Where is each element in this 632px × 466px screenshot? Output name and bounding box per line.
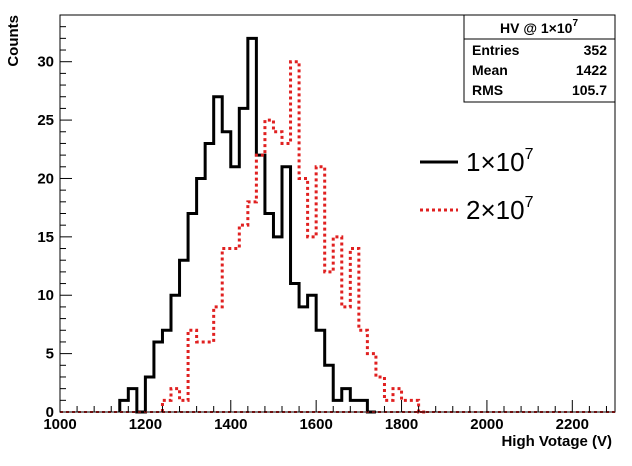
stats-box-title: HV @ 1×107 bbox=[500, 18, 578, 36]
series-2-bin bbox=[248, 202, 257, 412]
stats-value-mean: 1422 bbox=[576, 62, 607, 78]
series-2-bin bbox=[325, 272, 334, 412]
y-tick-label: 25 bbox=[37, 112, 54, 129]
x-tick-label: 1000 bbox=[43, 416, 76, 433]
legend-label-series-2: 2×107 bbox=[466, 194, 534, 225]
y-tick-label: 15 bbox=[37, 229, 54, 246]
histogram-layer bbox=[60, 36, 615, 414]
series-2-bin bbox=[222, 249, 231, 412]
legend: 1×107 2×107 bbox=[420, 146, 534, 225]
y-tick-label: 30 bbox=[37, 54, 54, 71]
y-axis-title: Counts bbox=[5, 15, 22, 67]
series-2-bin bbox=[308, 237, 317, 412]
series-2-bin bbox=[197, 342, 206, 412]
series-2-bin bbox=[342, 307, 351, 412]
series-2-bin bbox=[376, 377, 385, 412]
stats-box: HV @ 1×107 Entries 352 Mean 1422 RMS 105… bbox=[463, 14, 616, 103]
series-2-bin bbox=[231, 249, 240, 412]
series-2-bin bbox=[239, 225, 248, 412]
x-tick-label: 1200 bbox=[129, 416, 162, 433]
legend-label-series-1: 1×107 bbox=[466, 146, 534, 177]
y-tick-label: 5 bbox=[46, 346, 54, 363]
x-tick-label: 2200 bbox=[556, 416, 589, 433]
stats-label-mean: Mean bbox=[472, 62, 508, 78]
axes-layer: 1000 1200 1400 1600 1800 2000 2200 0 5 10 15 20 25 30 bbox=[37, 26, 607, 433]
series-1-outline bbox=[118, 36, 376, 414]
x-tick-label: 2000 bbox=[470, 416, 503, 433]
stats-box-border bbox=[463, 14, 616, 103]
series-2-bin bbox=[205, 342, 214, 412]
series-2-bin bbox=[265, 120, 274, 412]
y-tick-label: 10 bbox=[37, 287, 54, 304]
series-2-bin bbox=[180, 400, 189, 412]
series-2-bin bbox=[402, 400, 411, 412]
series-2-bin bbox=[282, 143, 291, 412]
series-2-bin bbox=[256, 155, 265, 412]
x-tick-label: 1600 bbox=[299, 416, 332, 433]
series-1 bbox=[118, 36, 376, 414]
x-axis-title: High Votage (V) bbox=[501, 433, 612, 450]
series-2 bbox=[160, 60, 428, 414]
stats-value-rms: 105.7 bbox=[572, 82, 607, 98]
series-2-outline bbox=[160, 60, 428, 414]
y-tick-label: 20 bbox=[37, 170, 54, 187]
series-2-bin bbox=[384, 400, 393, 412]
stats-value-entries: 352 bbox=[584, 42, 608, 58]
x-tick-label: 1800 bbox=[385, 416, 418, 433]
stats-label-rms: RMS bbox=[472, 82, 503, 98]
stats-label-entries: Entries bbox=[472, 42, 520, 58]
y-tick-label: 0 bbox=[46, 404, 54, 421]
series-2-bin bbox=[273, 132, 282, 412]
x-tick-label: 1400 bbox=[214, 416, 247, 433]
